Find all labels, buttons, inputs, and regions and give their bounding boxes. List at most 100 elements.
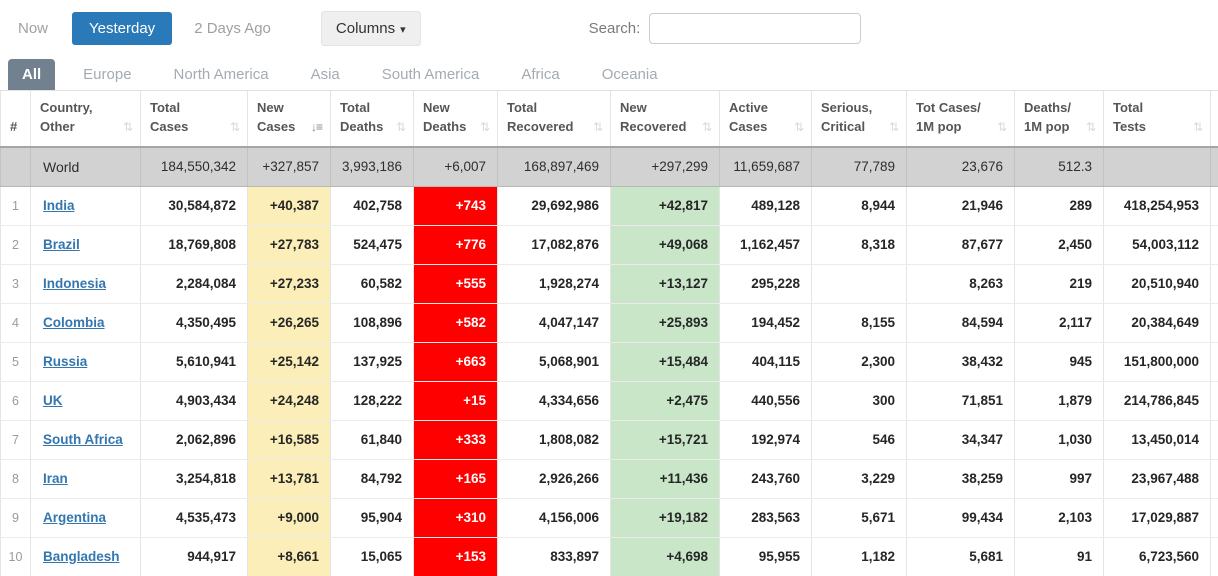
search-label: Search:: [588, 19, 641, 37]
column-header-new_cases[interactable]: New Cases ↓≡: [247, 91, 331, 148]
cell-new_deaths: +153: [413, 537, 498, 576]
cell-active_cases: 489,128: [719, 186, 812, 226]
tab-europe[interactable]: Europe: [83, 66, 132, 83]
column-header-cutoff: [1210, 91, 1218, 148]
country-link[interactable]: Russia: [43, 354, 88, 369]
cell-rank: 9: [0, 498, 31, 538]
cell-cutoff: [1210, 420, 1218, 460]
cell-country: South Africa: [30, 420, 141, 460]
cell-total_cases: 4,903,434: [140, 381, 248, 421]
cell-total_cases: 2,284,084: [140, 264, 248, 304]
cell-total_recovered: 2,926,266: [497, 459, 611, 499]
cell-new_recovered: +13,127: [610, 264, 720, 304]
cell-country: Brazil: [30, 225, 141, 265]
cell-total_cases: 944,917: [140, 537, 248, 576]
cell-total_cases: 5,610,941: [140, 342, 248, 382]
cell-total_deaths: 60,582: [330, 264, 414, 304]
column-header-label: New: [620, 100, 647, 116]
cell-total_tests: 6,723,560: [1103, 537, 1211, 576]
country-link[interactable]: India: [43, 198, 75, 213]
cell-total_recovered: 1,808,082: [497, 420, 611, 460]
cell-total_tests: 23,967,488: [1103, 459, 1211, 499]
sort-icon: ⇅: [1085, 119, 1096, 134]
cell-tot_cases_1m: 71,851: [906, 381, 1015, 421]
cell-new_deaths: +776: [413, 225, 498, 265]
cell-new_recovered: +297,299: [610, 146, 720, 187]
cell-serious_critical: 1,182: [811, 537, 907, 576]
cell-new_deaths: +582: [413, 303, 498, 343]
tab-asia[interactable]: Asia: [310, 66, 340, 83]
column-header-label: Recovered: [507, 119, 574, 135]
covid-stats-table: # Country, Other ⇅ Total Cases ⇅ New Cases ↓≡ Tota…: [0, 91, 1218, 576]
country-link[interactable]: Iran: [43, 471, 68, 486]
cell-new_deaths: +743: [413, 186, 498, 226]
two-days-ago-button[interactable]: 2 Days Ago: [194, 19, 271, 37]
columns-dropdown-label: Columns: [335, 19, 396, 37]
column-header-new_recovered[interactable]: New Recovered ⇅: [610, 91, 720, 148]
cell-rank: 3: [0, 264, 31, 304]
column-header-label: Total: [150, 100, 181, 116]
cell-active_cases: 95,955: [719, 537, 812, 576]
tab-oceania[interactable]: Oceania: [601, 66, 658, 83]
column-header-total_deaths[interactable]: Total Deaths ⇅: [330, 91, 414, 148]
column-header-label: Serious,: [821, 100, 873, 116]
cell-total_tests: 13,450,014: [1103, 420, 1211, 460]
cell-total_recovered: 833,897: [497, 537, 611, 576]
cell-new_recovered: +15,484: [610, 342, 720, 382]
country-link[interactable]: Bangladesh: [43, 549, 120, 564]
country-link[interactable]: South Africa: [43, 432, 123, 447]
cell-total_deaths: 108,896: [330, 303, 414, 343]
tab-africa[interactable]: Africa: [521, 66, 560, 83]
table-row: 5 Russia 5,610,941 +25,142 137,925 +663 5,068,…: [0, 342, 1218, 382]
column-header-deaths_1m[interactable]: Deaths/1M pop ⇅: [1014, 91, 1104, 148]
column-header-active_cases[interactable]: Active Cases ⇅: [719, 91, 812, 148]
cell-new_deaths: +310: [413, 498, 498, 538]
cell-total_cases: 2,062,896: [140, 420, 248, 460]
column-header-label: Cases: [150, 119, 189, 135]
column-header-country[interactable]: Country, Other ⇅: [30, 91, 141, 148]
country-link[interactable]: Brazil: [43, 237, 80, 252]
table-row: 4 Colombia 4,350,495 +26,265 108,896 +582 4,04…: [0, 303, 1218, 343]
table-row: 8 Iran 3,254,818 +13,781 84,792 +165 2,926,266…: [0, 459, 1218, 499]
column-header-label: Active: [729, 100, 769, 116]
column-header-label: Total: [507, 100, 538, 116]
country-link[interactable]: Argentina: [43, 510, 107, 525]
table-row: 7 South Africa 2,062,896 +16,585 61,840 +333 1…: [0, 420, 1218, 460]
column-header-serious_critical[interactable]: Serious, Critical ⇅: [811, 91, 907, 148]
tab-all[interactable]: All: [8, 59, 56, 90]
cell-new_cases: +24,248: [247, 381, 331, 421]
column-header-total_cases[interactable]: Total Cases ⇅: [140, 91, 248, 148]
column-header-label: Deaths: [340, 119, 384, 135]
columns-dropdown-button[interactable]: Columns ▾: [320, 10, 421, 46]
cell-deaths_1m: 219: [1014, 264, 1104, 304]
cell-total_deaths: 137,925: [330, 342, 414, 382]
column-header-label: Total: [340, 100, 371, 116]
search-group: Search:: [588, 12, 862, 44]
country-link[interactable]: UK: [43, 393, 63, 408]
cell-new_cases: +16,585: [247, 420, 331, 460]
cell-new_deaths: +555: [413, 264, 498, 304]
column-header-total_tests[interactable]: Total Tests ⇅: [1103, 91, 1211, 148]
column-header-total_recovered[interactable]: Total Recovered ⇅: [497, 91, 611, 148]
column-header-label: #: [10, 119, 18, 135]
cell-total_tests: 418,254,953: [1103, 186, 1211, 226]
search-input[interactable]: [649, 12, 862, 44]
cell-tot_cases_1m: 21,946: [906, 186, 1015, 226]
cell-total_tests: 151,800,000: [1103, 342, 1211, 382]
cell-deaths_1m: 2,450: [1014, 225, 1104, 265]
country-link[interactable]: Indonesia: [43, 276, 107, 291]
column-header-label: Country,: [40, 100, 93, 116]
cell-serious_critical: 8,318: [811, 225, 907, 265]
tab-north-america[interactable]: North America: [173, 66, 269, 83]
sort-icon: ⇅: [888, 119, 899, 134]
cell-new_recovered: +49,068: [610, 225, 720, 265]
cell-total_deaths: 15,065: [330, 537, 414, 576]
yesterday-button[interactable]: Yesterday: [72, 11, 173, 45]
cell-country: Indonesia: [30, 264, 141, 304]
tab-south-america[interactable]: South America: [381, 66, 480, 83]
column-header-new_deaths[interactable]: New Deaths ⇅: [413, 91, 498, 148]
column-header-tot_cases_1m[interactable]: Tot Cases/1M pop ⇅: [906, 91, 1015, 148]
now-button[interactable]: Now: [18, 19, 49, 37]
column-header-label: Tot Cases/: [916, 100, 981, 116]
country-link[interactable]: Colombia: [43, 315, 105, 330]
